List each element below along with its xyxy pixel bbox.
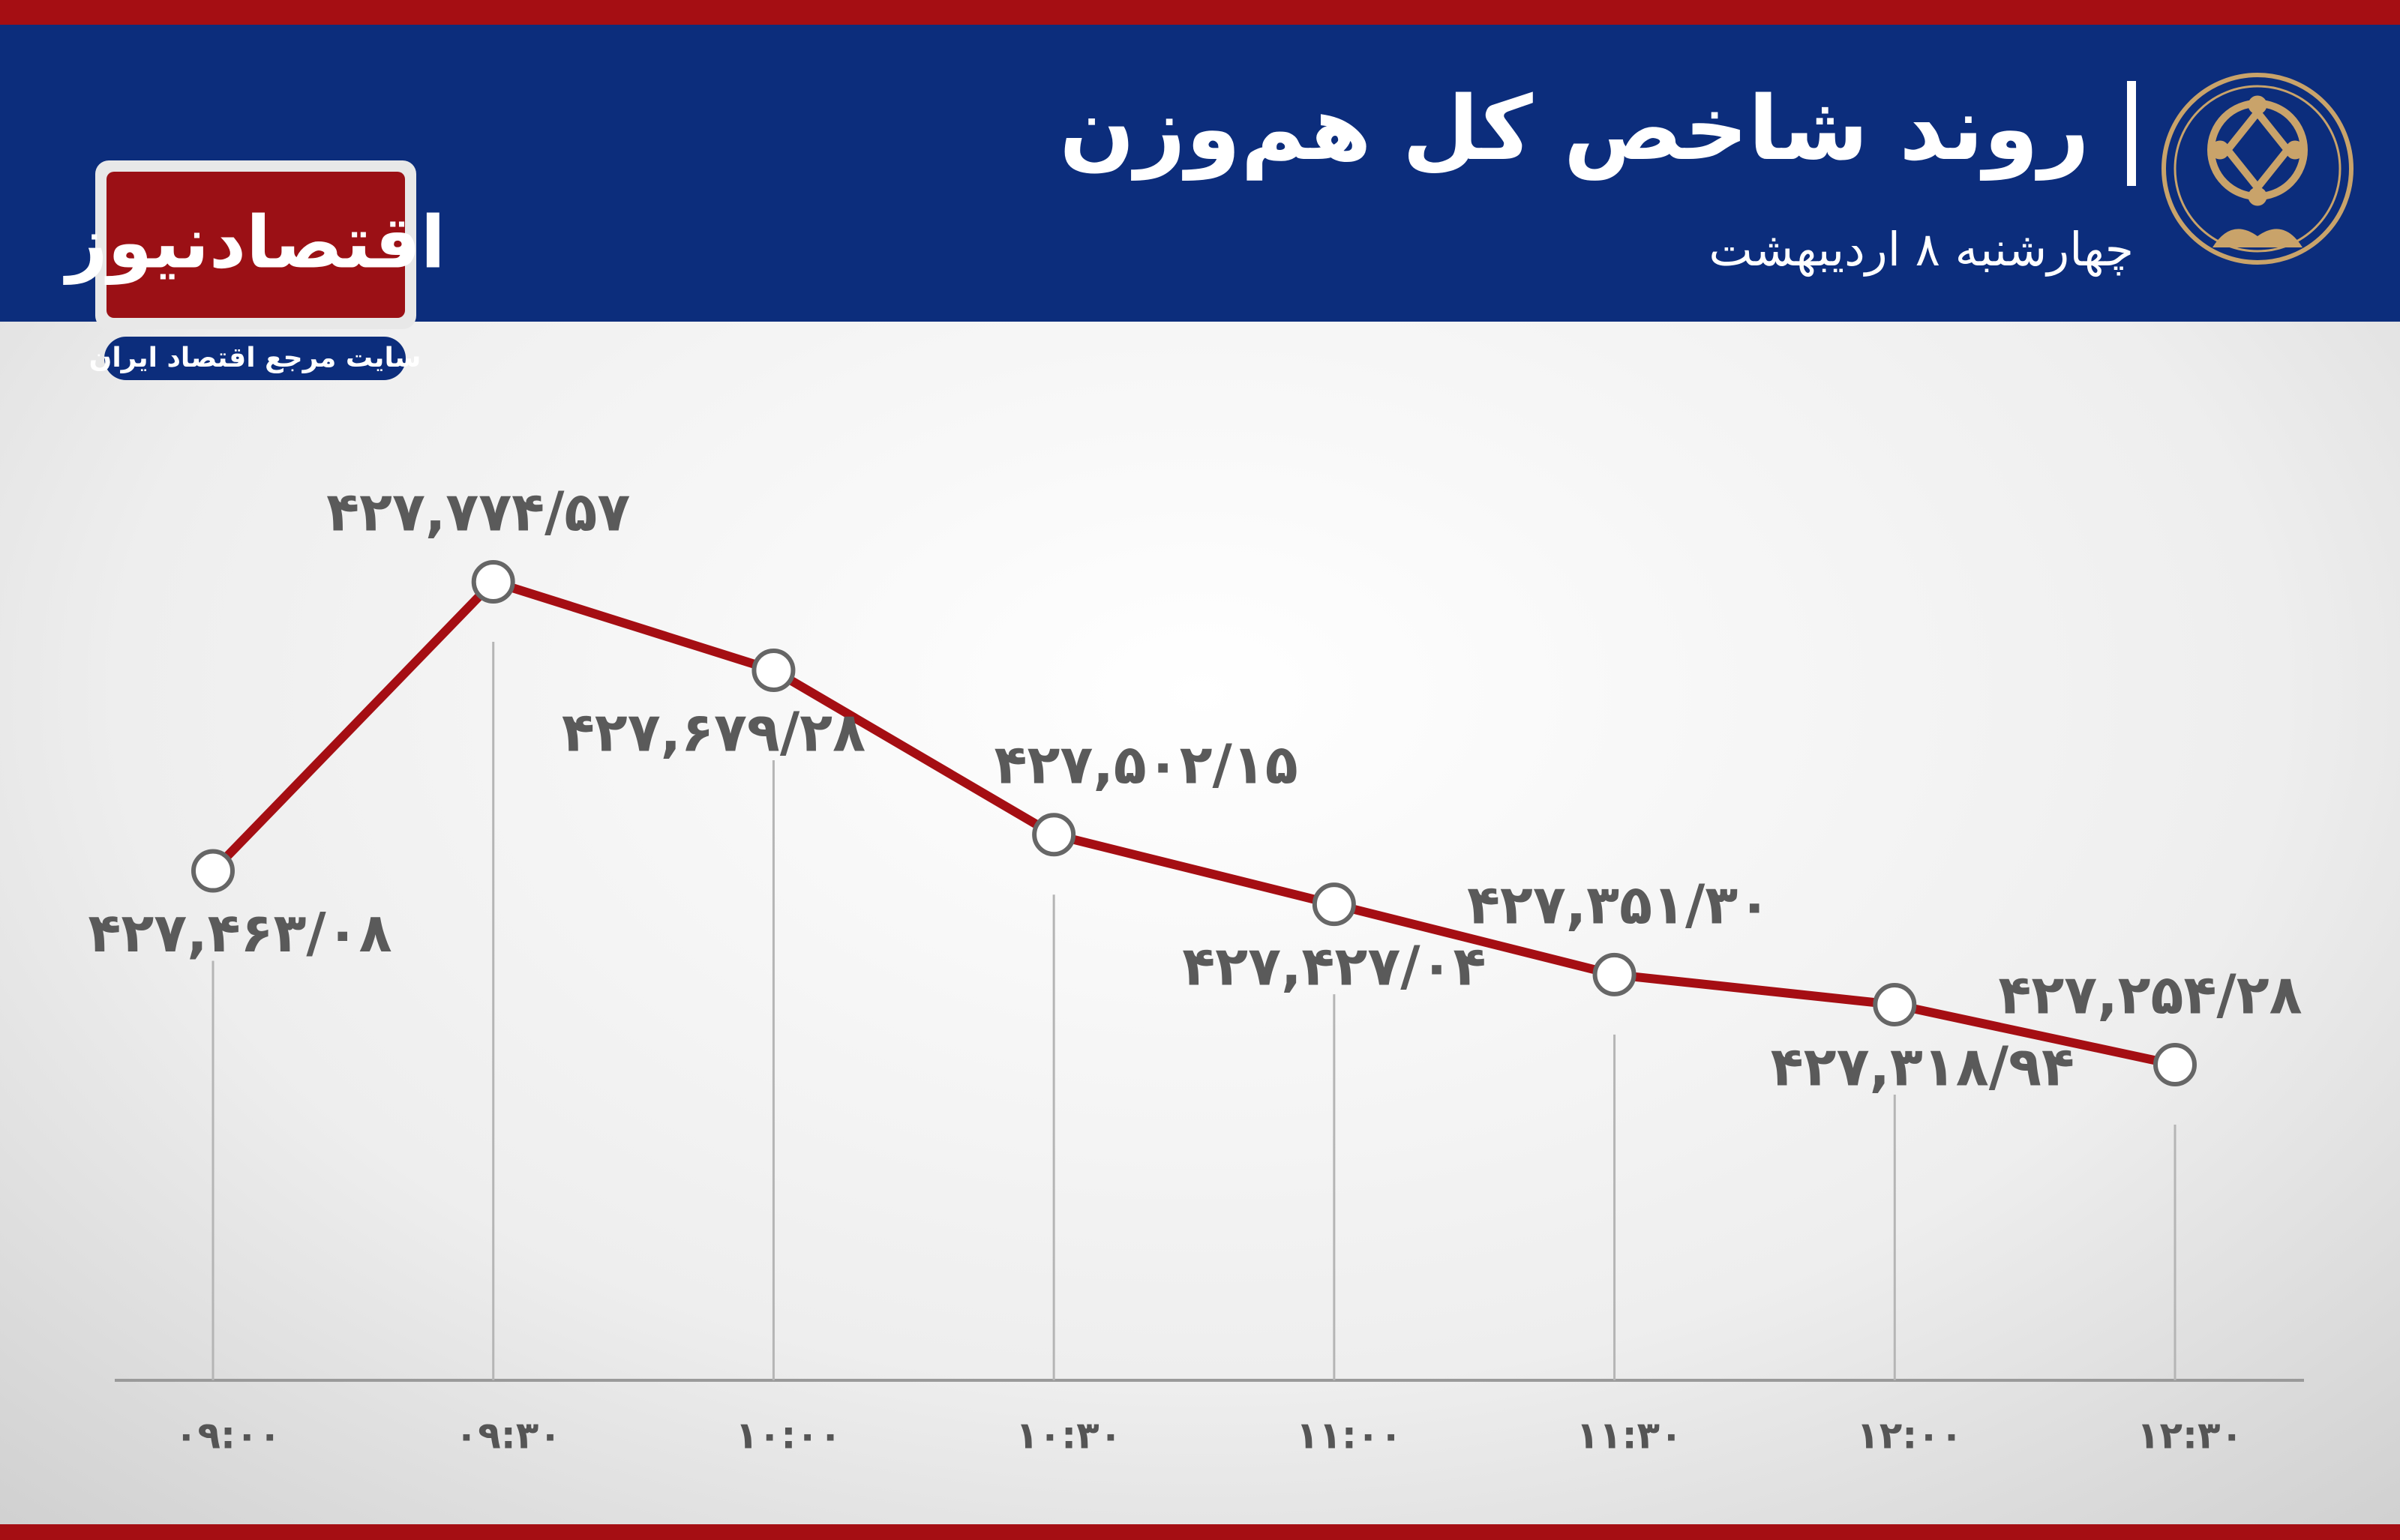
chart-subtitle: چهارشنبه ۸ اردیبهشت: [1708, 222, 2134, 277]
top-bar: [0, 0, 2400, 25]
exchange-emblem: [2162, 73, 2354, 265]
x-tick-label: ۱۱:۳۰: [1576, 1414, 1683, 1458]
value-label: ۴۲۷,۳۱۸/۹۴: [1771, 1035, 2074, 1098]
value-label: ۴۲۷,۲۵۴/۲۸: [1998, 963, 2302, 1026]
x-tick-label: ۱۰:۳۰: [1016, 1414, 1122, 1458]
chart-title: روند شاخص کل هم‌وزن: [1059, 76, 2090, 181]
data-point: [2153, 1043, 2197, 1086]
x-tick-label: ۱۲:۳۰: [2137, 1414, 2243, 1458]
data-point: [471, 560, 515, 604]
value-label: ۴۲۷,۶۷۹/۲۸: [562, 700, 866, 763]
brand-logo: اقتصادنیوز سایت مرجع اقتصاد ایران: [63, 160, 446, 380]
value-label: ۴۲۷,۳۵۱/۳۰: [1467, 873, 1771, 936]
title-separator: [2127, 81, 2136, 186]
value-label: ۴۲۷,۴۶۳/۰۸: [88, 901, 392, 964]
value-label: ۴۲۷,۷۷۴/۵۷: [326, 481, 630, 544]
brand-name: اقتصادنیوز: [63, 200, 446, 285]
value-label: ۴۲۷,۵۰۲/۱۵: [994, 733, 1298, 796]
x-tick-label: ۰۹:۳۰: [455, 1414, 562, 1458]
data-point: [1592, 952, 1636, 996]
x-tick-label: ۱۱:۰۰: [1296, 1414, 1402, 1458]
brand-tagline: سایت مرجع اقتصاد ایران: [89, 343, 422, 373]
plot: ۴۲۷,۴۶۳/۰۸ ۰۹:۰۰ ۴۲۷,۷۷۴/۵۷ ۰۹:۳۰ ۴۲۷,۶۷۹/۲۸…: [88, 481, 2302, 1458]
bottom-bar: [0, 1524, 2400, 1540]
series-line: [209, 577, 2176, 1069]
x-tick-label: ۰۹:۰۰: [175, 1414, 281, 1458]
data-point: [1312, 882, 1356, 927]
data-point: [191, 849, 235, 893]
data-point: [752, 648, 796, 692]
value-label: ۴۲۷,۴۲۷/۰۴: [1182, 935, 1486, 998]
x-tick-label: ۱۰:۰۰: [735, 1414, 842, 1458]
data-point: [1032, 813, 1076, 857]
x-tick-label: ۱۲:۰۰: [1856, 1414, 1963, 1458]
data-point: [1873, 982, 1917, 1026]
